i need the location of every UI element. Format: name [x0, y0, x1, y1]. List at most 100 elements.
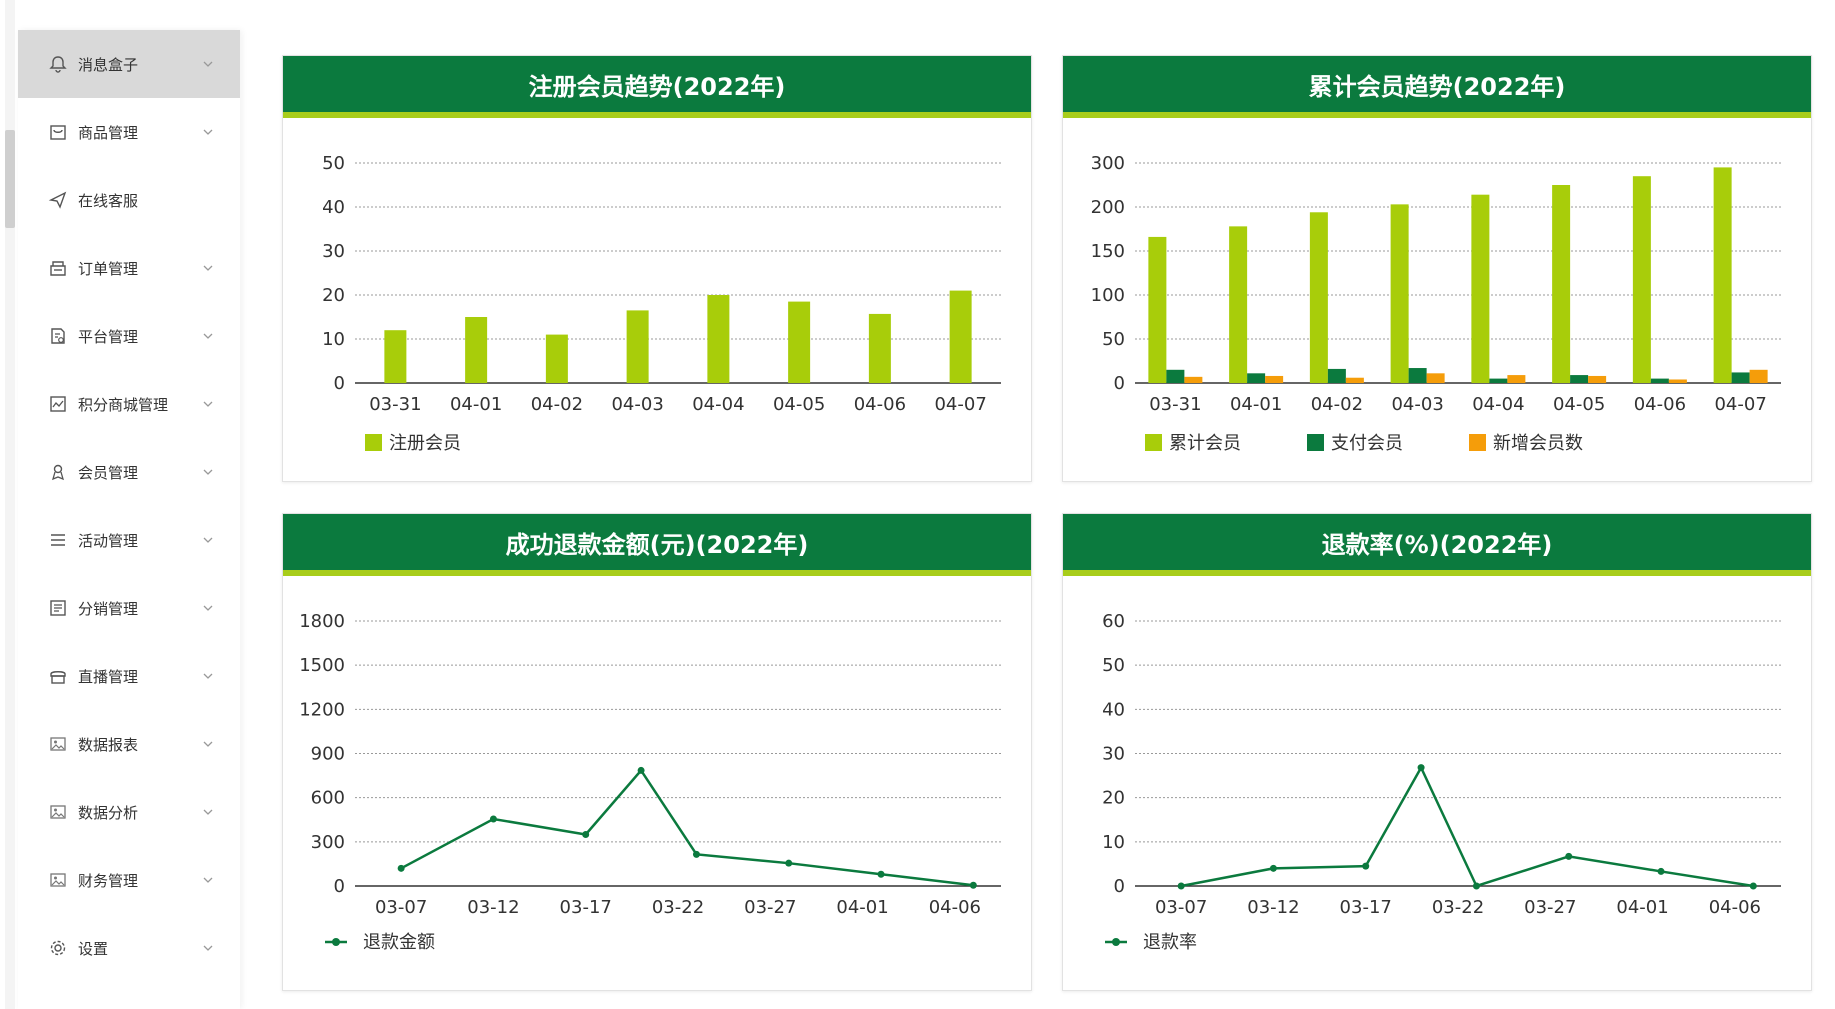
bar: [1731, 372, 1750, 383]
bar: [1632, 176, 1651, 383]
legend-label: 新增会员数: [1493, 433, 1583, 454]
sidebar-item-9[interactable]: 直播管理: [18, 642, 240, 710]
bar: [465, 317, 488, 383]
sidebar-item-label: 在线客服: [78, 191, 139, 210]
y-tick-label: 10: [322, 329, 345, 350]
bar: [1345, 377, 1364, 383]
sidebar-item-12[interactable]: 财务管理: [18, 846, 240, 914]
data-point: [1417, 764, 1425, 772]
sidebar-item-6[interactable]: 会员管理: [18, 438, 240, 506]
x-tick-label: 04-05: [773, 394, 825, 415]
legend-label: 支付会员: [1331, 433, 1403, 454]
x-tick-label: 03-07: [375, 897, 427, 918]
x-tick-label: 04-06: [929, 897, 981, 918]
x-tick-label: 03-07: [1155, 897, 1207, 918]
image-icon: [48, 802, 68, 822]
sidebar-item-0[interactable]: 消息盒子: [18, 30, 240, 98]
y-tick-label: 0: [1114, 373, 1125, 394]
series-line: [400, 768, 974, 887]
sidebar-item-7[interactable]: 活动管理: [18, 506, 240, 574]
register-bar-chart: 0 10 20 30 40 50 03-31 04-01 04-02 04-03 04-04 04-0…: [322, 153, 1001, 454]
gear-icon: [48, 938, 68, 958]
chevron-down-icon[interactable]: [200, 804, 216, 820]
sidebar-item-label: 商品管理: [78, 123, 139, 142]
bar: [1749, 369, 1768, 383]
chevron-down-icon[interactable]: [200, 532, 216, 548]
bell-icon: [48, 54, 68, 74]
chevron-down-icon[interactable]: [200, 328, 216, 344]
sidebar-item-label: 分销管理: [78, 599, 139, 618]
sidebar-item-8[interactable]: 分销管理: [18, 574, 240, 642]
chevron-down-icon[interactable]: [200, 940, 216, 956]
y-tick-label: 20: [1102, 788, 1125, 809]
y-tick-label: 40: [322, 197, 345, 218]
scrollbar-track[interactable]: [5, 0, 15, 1009]
sidebar-item-label: 直播管理: [78, 667, 139, 686]
sidebar-item-3[interactable]: 订单管理: [18, 234, 240, 302]
sidebar-item-13[interactable]: 设置: [18, 914, 240, 982]
x-tick-label: 04-04: [1472, 394, 1524, 415]
legend-swatch: [365, 434, 382, 451]
x-tick-label: 04-06: [1634, 394, 1686, 415]
x-tick-label: 03-22: [652, 897, 704, 918]
chevron-down-icon[interactable]: [200, 872, 216, 888]
x-tick-label: 04-06: [1709, 897, 1761, 918]
bar: [1588, 375, 1607, 383]
sidebar-item-1[interactable]: 商品管理: [18, 98, 240, 166]
sidebar-item-4[interactable]: 平台管理: [18, 302, 240, 370]
data-point: [1749, 882, 1757, 890]
y-tick-label: 0: [334, 876, 345, 897]
image-icon: [48, 734, 68, 754]
bar: [1552, 185, 1571, 383]
sidebar-item-10[interactable]: 数据报表: [18, 710, 240, 778]
sidebar-item-5[interactable]: 积分商城管理: [18, 370, 240, 438]
data-point: [1657, 867, 1665, 875]
sidebar-item-label: 会员管理: [78, 463, 139, 482]
chevron-down-icon[interactable]: [200, 600, 216, 616]
chevron-down-icon[interactable]: [200, 260, 216, 276]
y-tick-label: 300: [1091, 153, 1125, 174]
member-award-icon: [48, 462, 68, 482]
x-tick-label: 04-07: [934, 394, 986, 415]
legend-label: 累计会员: [1169, 433, 1241, 454]
x-tick-label: 04-02: [1311, 394, 1363, 415]
bar: [1327, 368, 1346, 383]
data-point: [489, 815, 497, 823]
refund-rate-line-chart: 0 10 20 30 40 50 60 03-07 03-12 03-17 03-22 03-27 04…: [1102, 611, 1781, 953]
chevron-down-icon[interactable]: [200, 56, 216, 72]
chevron-down-icon[interactable]: [200, 124, 216, 140]
sidebar-item-label: 数据报表: [78, 735, 139, 754]
scrollbar-thumb[interactable]: [5, 130, 15, 228]
y-tick-label: 30: [322, 241, 345, 262]
bar: [1265, 375, 1284, 383]
data-point: [1565, 852, 1573, 860]
image-icon: [48, 870, 68, 890]
document-settings-icon: [48, 326, 68, 346]
chevron-down-icon[interactable]: [200, 736, 216, 752]
cumulative-bar-chart: 0 50 100 150 200 300 03-31 04-01 04-02 04-03 04-04…: [1091, 153, 1781, 454]
chevron-down-icon[interactable]: [200, 396, 216, 412]
x-tick-label: 03-17: [1340, 897, 1392, 918]
bar: [1229, 226, 1248, 383]
y-tick-label: 10: [1102, 832, 1125, 853]
data-point: [1362, 862, 1370, 870]
chart-card-cumulative: 累计会员趋势(2022年) 0 50 100 150 200 300 03-31 04-01 0…: [1062, 55, 1812, 482]
sidebar-item-11[interactable]: 数据分析: [18, 778, 240, 846]
list-icon: [48, 530, 68, 550]
sidebar-item-2[interactable]: 在线客服: [18, 166, 240, 234]
chevron-down-icon[interactable]: [200, 668, 216, 684]
bar: [1713, 167, 1732, 383]
data-point: [877, 870, 885, 878]
chevron-down-icon[interactable]: [200, 464, 216, 480]
sidebar-item-label: 平台管理: [78, 327, 139, 346]
legend-swatch: [1469, 434, 1486, 451]
x-tick-label: 04-01: [1230, 394, 1282, 415]
bar: [1247, 373, 1266, 383]
chart-title: 成功退款金额(元)(2022年): [283, 514, 1031, 576]
bar: [868, 313, 891, 383]
bar: [384, 330, 407, 383]
y-tick-label: 200: [1091, 197, 1125, 218]
x-tick-label: 03-31: [369, 394, 421, 415]
legend-swatch: [1145, 434, 1162, 451]
paper-plane-icon: [48, 190, 68, 210]
